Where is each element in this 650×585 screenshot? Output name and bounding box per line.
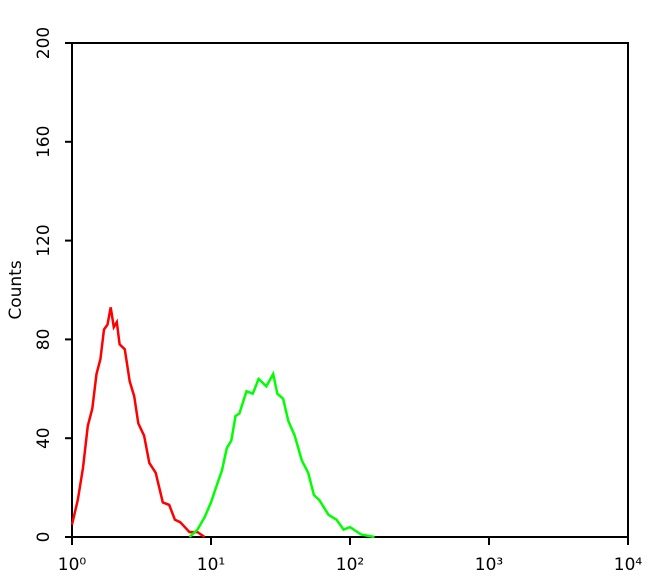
histogram-line (188, 370, 375, 539)
y-axis-label: Counts (6, 260, 26, 319)
y-tick-label: 80 (34, 329, 54, 351)
y-tick-label: 120 (34, 224, 54, 256)
y-tick-label: 200 (34, 27, 54, 59)
histogram-line (70, 307, 206, 539)
y-tick-label: 40 (34, 427, 54, 449)
x-tick-label: 10¹ (197, 555, 225, 575)
x-tick-label: 10² (336, 555, 364, 575)
plot-frame (71, 42, 629, 538)
x-tick-label: 10³ (475, 555, 503, 575)
y-tick-label: 0 (34, 532, 54, 543)
y-tick-label: 160 (34, 126, 54, 158)
x-tick-label: 10⁰ (58, 555, 87, 575)
x-tick-label: 10⁴ (614, 555, 643, 575)
